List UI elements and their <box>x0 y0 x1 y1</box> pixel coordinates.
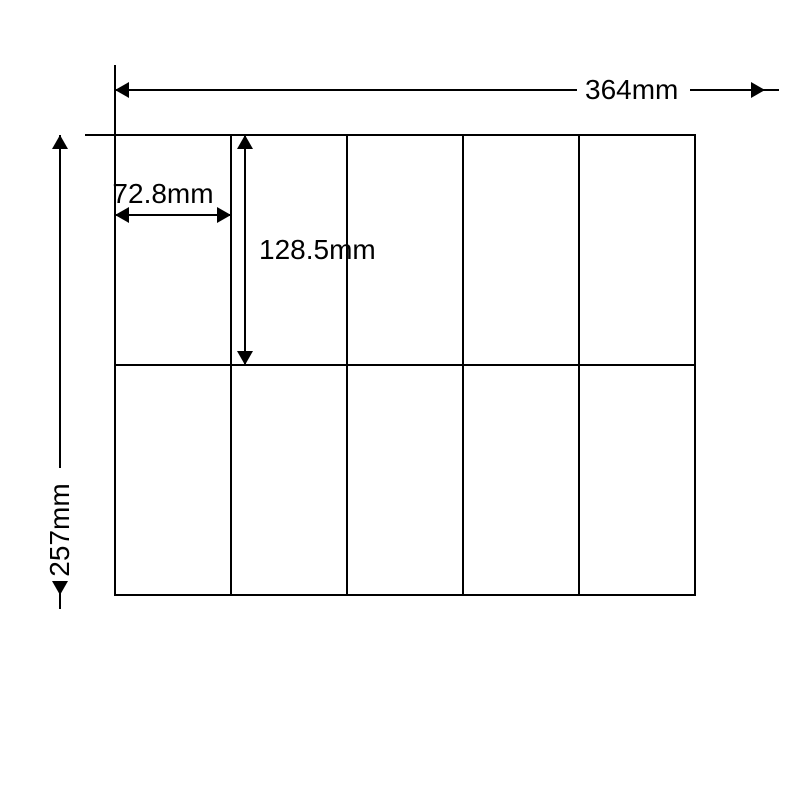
arrowhead <box>237 351 253 365</box>
dim-label-cell-width: 72.8mm <box>112 178 213 209</box>
arrowhead <box>52 135 68 149</box>
arrowhead <box>237 135 253 149</box>
dim-label-total-height: 257mm <box>44 483 75 576</box>
dimension-diagram: 364mm 257mm 72.8mm 128.5mm <box>0 0 800 800</box>
dim-label-total-width: 364mm <box>585 74 678 105</box>
arrowhead <box>115 82 129 98</box>
dim-label-cell-height: 128.5mm <box>259 234 376 265</box>
arrowhead <box>217 207 231 223</box>
diagram-container: 364mm 257mm 72.8mm 128.5mm <box>0 0 800 800</box>
arrowhead <box>52 581 68 595</box>
arrowhead <box>115 207 129 223</box>
arrowhead <box>751 82 765 98</box>
